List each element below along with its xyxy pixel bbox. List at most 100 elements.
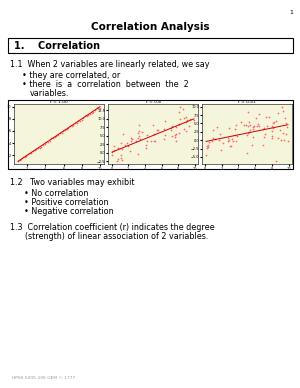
Point bbox=[76, 118, 81, 124]
Point bbox=[279, 137, 284, 144]
Point bbox=[230, 136, 234, 142]
Point bbox=[22, 154, 27, 160]
Point bbox=[61, 128, 66, 134]
Point bbox=[284, 124, 289, 130]
Point bbox=[177, 104, 182, 110]
Point bbox=[270, 125, 275, 132]
Point bbox=[269, 134, 274, 140]
Point bbox=[204, 143, 209, 149]
Point bbox=[66, 125, 70, 131]
Text: variables.: variables. bbox=[30, 89, 69, 98]
Point bbox=[69, 123, 74, 129]
Point bbox=[276, 135, 281, 141]
Point bbox=[126, 143, 130, 149]
Point bbox=[136, 122, 141, 128]
Point bbox=[123, 142, 128, 148]
Point bbox=[173, 132, 178, 138]
Point bbox=[226, 125, 231, 131]
Point bbox=[286, 138, 290, 144]
Point bbox=[168, 127, 173, 133]
Point bbox=[265, 123, 269, 129]
Point bbox=[257, 123, 262, 129]
Point bbox=[233, 122, 238, 128]
Point bbox=[188, 116, 193, 122]
Point bbox=[54, 133, 59, 139]
Point bbox=[184, 128, 188, 135]
Text: 1: 1 bbox=[289, 10, 293, 15]
Point bbox=[96, 105, 100, 111]
Point bbox=[247, 119, 252, 125]
Point bbox=[29, 149, 34, 156]
Point bbox=[137, 136, 142, 142]
Point bbox=[152, 131, 156, 137]
Point bbox=[81, 115, 85, 121]
Point bbox=[249, 142, 254, 148]
Text: (strength) of linear association of 2 variables.: (strength) of linear association of 2 va… bbox=[10, 232, 208, 241]
Point bbox=[44, 139, 49, 145]
Point bbox=[57, 130, 62, 137]
Point bbox=[248, 127, 253, 133]
Point bbox=[24, 153, 29, 159]
Text: • Positive correlation: • Positive correlation bbox=[24, 198, 109, 207]
Point bbox=[116, 145, 120, 151]
Point bbox=[176, 109, 181, 115]
Point bbox=[150, 121, 155, 128]
Point bbox=[59, 130, 64, 136]
Point bbox=[32, 147, 37, 154]
Point bbox=[269, 128, 274, 134]
Point bbox=[16, 158, 20, 164]
Point bbox=[172, 134, 177, 140]
Point bbox=[176, 121, 181, 127]
Point bbox=[214, 123, 219, 130]
Point bbox=[244, 150, 249, 156]
Point bbox=[41, 142, 46, 148]
Point bbox=[269, 133, 274, 139]
Point bbox=[162, 132, 167, 139]
Point bbox=[115, 158, 119, 165]
Point bbox=[281, 108, 286, 114]
Point bbox=[235, 133, 239, 139]
Point bbox=[119, 146, 124, 152]
Point bbox=[279, 104, 284, 110]
Point bbox=[269, 123, 274, 130]
Point bbox=[187, 123, 191, 130]
Point bbox=[121, 131, 126, 137]
Point bbox=[79, 116, 84, 123]
Point bbox=[116, 146, 120, 152]
Point bbox=[139, 129, 144, 135]
Point bbox=[162, 118, 167, 125]
Point bbox=[112, 147, 117, 153]
Point bbox=[52, 133, 57, 140]
Point bbox=[254, 114, 259, 121]
Point bbox=[110, 151, 115, 158]
Point bbox=[56, 132, 61, 138]
Point bbox=[213, 135, 218, 142]
Point bbox=[154, 126, 159, 133]
Point bbox=[21, 154, 26, 160]
Point bbox=[206, 144, 210, 150]
Title: r = 1.00: r = 1.00 bbox=[50, 100, 68, 104]
Point bbox=[27, 150, 32, 156]
Point bbox=[46, 139, 50, 145]
Point bbox=[246, 130, 251, 136]
Text: 1.3  Correlation coefficient (r) indicates the degree: 1.3 Correlation coefficient (r) indicate… bbox=[10, 223, 214, 232]
Point bbox=[49, 135, 54, 141]
Point bbox=[136, 133, 141, 139]
Point bbox=[277, 127, 282, 133]
FancyBboxPatch shape bbox=[8, 38, 292, 52]
Point bbox=[227, 137, 232, 143]
Point bbox=[19, 156, 24, 162]
Point bbox=[274, 158, 279, 165]
Point bbox=[283, 120, 288, 126]
Point bbox=[98, 104, 102, 111]
Point bbox=[128, 135, 133, 141]
Point bbox=[148, 137, 153, 144]
Point bbox=[145, 138, 150, 144]
Point bbox=[229, 143, 234, 149]
Point bbox=[119, 140, 124, 146]
Point bbox=[261, 134, 266, 140]
Point bbox=[128, 138, 133, 144]
Point bbox=[251, 126, 256, 132]
Point bbox=[145, 132, 150, 139]
Point bbox=[238, 119, 243, 125]
